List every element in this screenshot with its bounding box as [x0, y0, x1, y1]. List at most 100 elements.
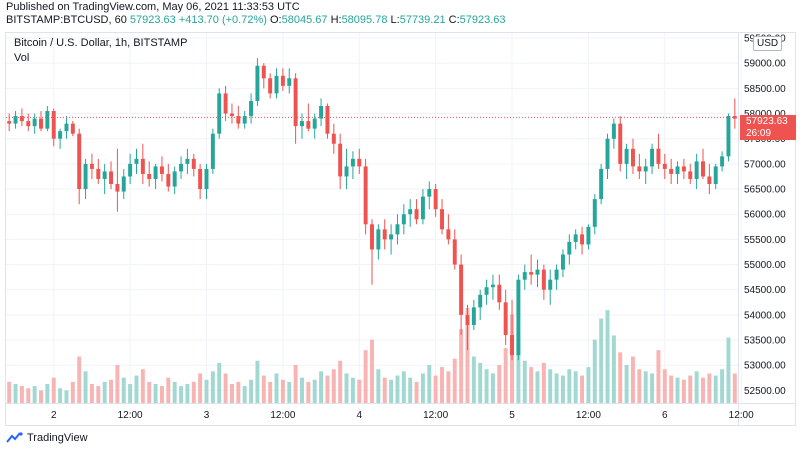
- candle: [134, 148, 139, 174]
- candle-body: [338, 143, 343, 177]
- chart-legend-title: Bitcoin / U.S. Dollar, 1h, BITSTAMP: [14, 37, 188, 49]
- volume-bar: [560, 375, 565, 403]
- candle: [45, 105, 50, 132]
- volume-bar: [83, 371, 88, 403]
- candle: [39, 111, 43, 132]
- candle-body: [236, 116, 241, 124]
- volume-bar: [293, 365, 298, 403]
- volume-bar: [300, 377, 304, 403]
- volume-bar: [134, 375, 139, 403]
- candle-body: [300, 121, 304, 127]
- candle-body: [720, 156, 725, 167]
- volume-bar: [102, 381, 107, 403]
- volume-bar: [70, 381, 75, 403]
- candle: [153, 163, 158, 190]
- candle: [720, 151, 725, 172]
- candle: [261, 63, 266, 89]
- candle: [586, 224, 591, 250]
- candle-body: [223, 93, 228, 114]
- volume-bar: [217, 362, 222, 403]
- candle: [274, 68, 279, 99]
- candle: [516, 274, 521, 361]
- price-tick-label: 55500.00: [744, 235, 786, 246]
- candle-body: [701, 161, 705, 177]
- candle: [401, 204, 406, 235]
- candle: [179, 156, 184, 179]
- candle-body: [669, 168, 674, 174]
- candle: [535, 259, 540, 288]
- volume-bar: [242, 386, 247, 403]
- candle-body: [382, 229, 387, 240]
- candle: [363, 158, 368, 235]
- candle: [573, 229, 578, 250]
- candle: [503, 289, 508, 346]
- currency-badge[interactable]: USD: [753, 36, 783, 51]
- volume-bar: [541, 362, 546, 403]
- volume-bar: [357, 379, 362, 403]
- candle-body: [325, 105, 330, 134]
- candle: [102, 163, 107, 195]
- chart-frame[interactable]: [5, 32, 796, 426]
- candle: [580, 226, 585, 255]
- candle: [210, 128, 215, 174]
- candle-body: [19, 116, 24, 122]
- candle-body: [401, 214, 406, 225]
- close-value: 57923.63: [459, 14, 506, 26]
- candle-body: [707, 176, 712, 185]
- candle: [592, 194, 597, 235]
- candle: [408, 199, 413, 227]
- candle-body: [643, 166, 648, 172]
- volume-bar: [147, 381, 152, 403]
- volume-bar: [694, 371, 699, 403]
- published-note: Published on TradingView.com, May 06, 20…: [6, 1, 300, 13]
- candle: [643, 158, 648, 185]
- time-tick-label: 12:00: [576, 410, 601, 421]
- candle: [350, 151, 355, 179]
- candle-body: [408, 209, 413, 215]
- candle: [236, 105, 241, 129]
- candle-body: [293, 78, 298, 127]
- footer-brand[interactable]: TradingView: [6, 432, 88, 444]
- candle: [357, 148, 362, 174]
- candle-body: [204, 168, 209, 190]
- candle-body: [191, 158, 196, 169]
- price-tick-label: 52500.00: [744, 386, 786, 397]
- candle-body: [210, 133, 215, 169]
- candle-body: [573, 234, 578, 242]
- volume-bar: [312, 379, 317, 403]
- volume-bar: [618, 352, 623, 403]
- candle-body: [656, 148, 661, 164]
- candle: [64, 116, 69, 139]
- candle-body: [459, 264, 464, 315]
- volume-bar: [675, 377, 680, 403]
- candle-body: [580, 234, 585, 245]
- candle: [465, 304, 470, 351]
- candle: [656, 133, 661, 169]
- volume-bar: [287, 381, 292, 403]
- candle-body: [153, 166, 158, 179]
- volume-bar: [140, 369, 145, 403]
- candle-body: [567, 241, 572, 255]
- candle: [191, 153, 196, 177]
- volume-bar: [370, 339, 374, 403]
- candle: [89, 153, 94, 179]
- volume-bar: [605, 310, 610, 403]
- candle-body: [713, 166, 718, 185]
- candle: [312, 113, 317, 139]
- candle: [650, 143, 655, 174]
- volume-bar: [363, 350, 368, 403]
- volume-bar: [567, 369, 572, 403]
- volume-bar: [478, 362, 483, 403]
- volume-bar: [529, 367, 534, 403]
- candle: [109, 161, 113, 190]
- candle-body: [554, 269, 559, 280]
- price-tick-label: 53500.00: [744, 336, 786, 347]
- volume-bar: [64, 390, 69, 403]
- candle-body: [389, 234, 394, 240]
- candle-body: [484, 287, 489, 295]
- candle-body: [370, 224, 374, 250]
- candle-body: [306, 121, 311, 129]
- candle: [223, 85, 228, 122]
- volume-bar: [77, 356, 82, 403]
